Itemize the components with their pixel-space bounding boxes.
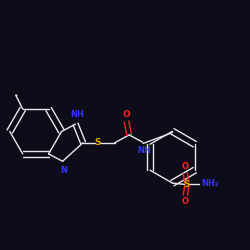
Text: S: S (184, 180, 190, 189)
Text: N: N (60, 166, 68, 175)
Text: NH: NH (70, 110, 84, 120)
Text: S: S (94, 138, 100, 147)
Text: O: O (123, 110, 130, 119)
Text: O: O (182, 162, 189, 171)
Text: NH₂: NH₂ (201, 179, 218, 188)
Text: O: O (182, 197, 189, 206)
Text: NH: NH (137, 146, 151, 155)
